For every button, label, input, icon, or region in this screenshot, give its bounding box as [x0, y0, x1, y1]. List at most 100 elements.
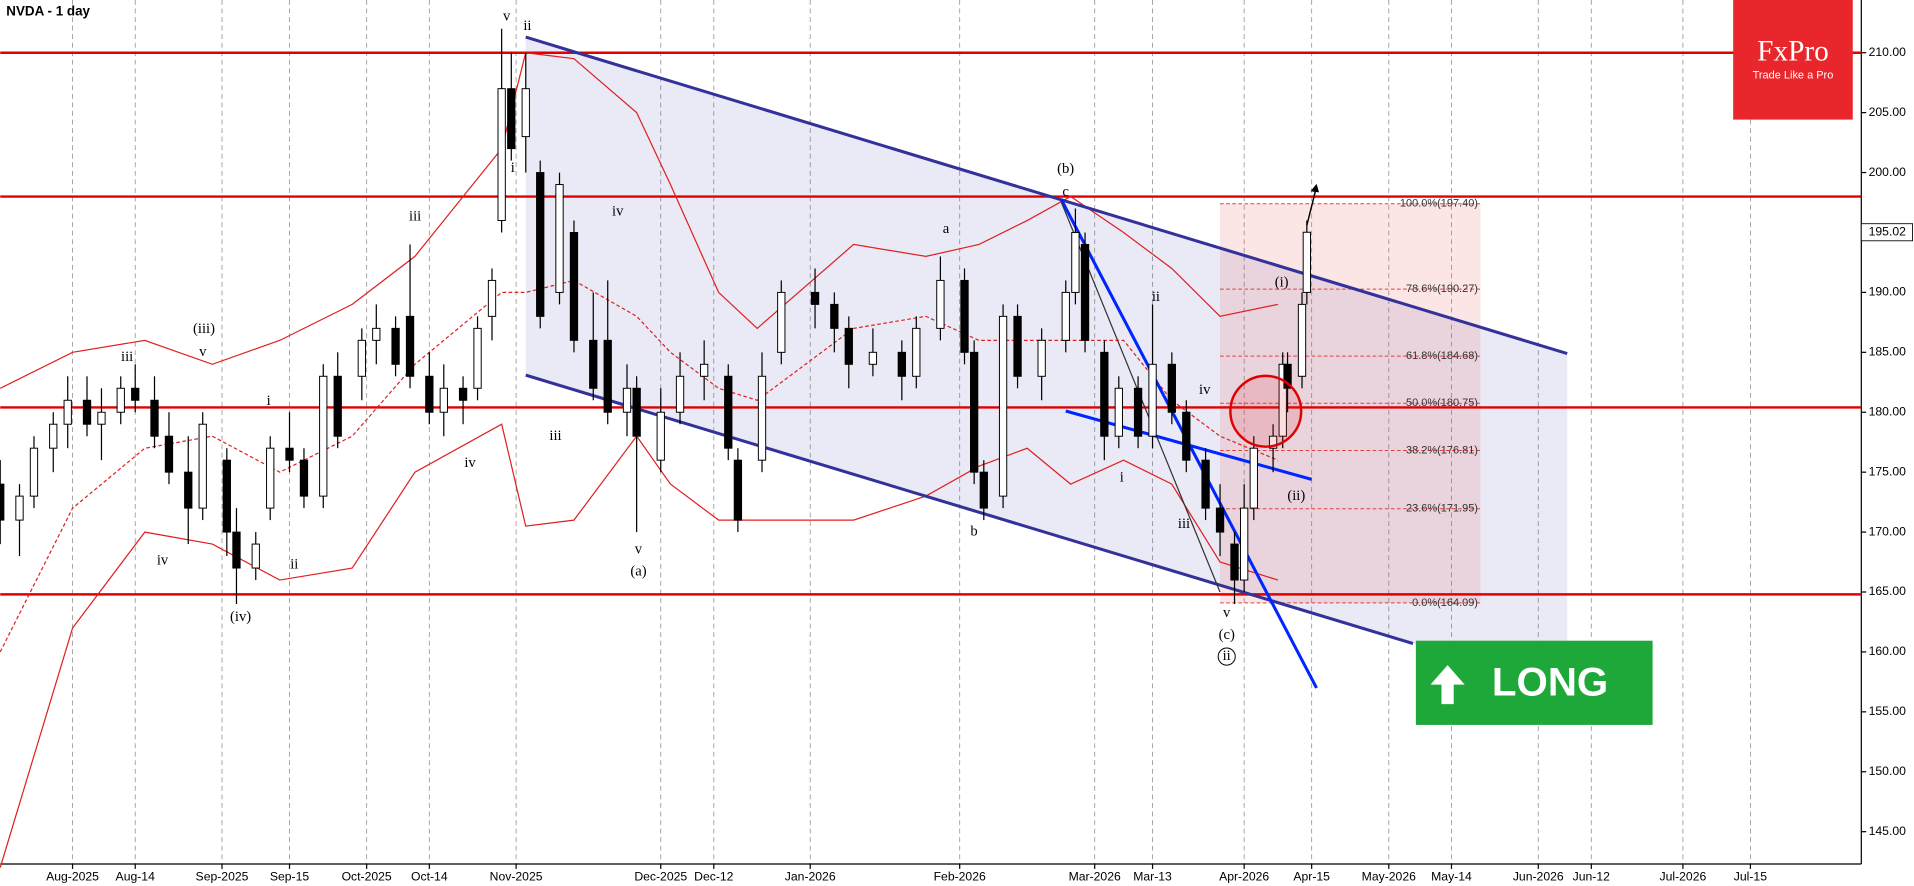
last-price-label: 195.02	[1869, 224, 1906, 238]
candle-body	[897, 351, 906, 377]
x-tick-label: Mar-2026	[1069, 870, 1121, 884]
candle-body	[970, 351, 979, 473]
candle-body	[960, 279, 969, 353]
candle-body	[555, 184, 564, 293]
fib-label: 100.0%(197.40)	[1400, 198, 1478, 210]
candle-body	[131, 387, 140, 401]
x-tick-label: Mar-13	[1133, 870, 1172, 884]
wave-label: i	[1120, 470, 1124, 486]
x-tick-label: May-2026	[1362, 870, 1416, 884]
candle-body	[521, 88, 530, 138]
candle-body	[844, 327, 853, 365]
candle-body	[232, 531, 241, 569]
brand-name: FxPro	[1757, 35, 1829, 67]
candle-body	[1283, 363, 1292, 389]
y-tick-label: 200.00	[1869, 165, 1906, 179]
candle-body	[700, 363, 709, 377]
fib-label: 0.0%(164.09)	[1412, 597, 1478, 609]
candle-body	[63, 399, 72, 425]
candle-body	[603, 339, 612, 413]
candle-body	[1201, 459, 1210, 509]
candle-body	[724, 375, 733, 449]
candle-body	[164, 435, 174, 473]
x-tick-label: Dec-12	[694, 870, 734, 884]
candle-body	[1215, 507, 1225, 533]
wave-label: (ii)	[1287, 488, 1305, 504]
candle-body	[622, 387, 632, 413]
candle-body	[1182, 411, 1191, 461]
candle-body	[439, 387, 448, 413]
wave-label: ii	[1152, 289, 1160, 305]
wave-label: iv	[1199, 382, 1211, 398]
candle-body	[372, 327, 381, 341]
candle-body	[266, 447, 275, 509]
candle-body	[1167, 363, 1176, 413]
wave-label: v	[503, 8, 511, 24]
candle-body	[222, 459, 231, 533]
x-tick-label: Jul-15	[1734, 870, 1767, 884]
candle-body	[1249, 447, 1258, 509]
y-tick-label: 155.00	[1869, 704, 1906, 718]
wave-label: iv	[464, 455, 476, 471]
x-tick-label: Feb-2026	[934, 870, 986, 884]
wave-label: (c)	[1219, 627, 1235, 643]
signal-text: LONG	[1492, 659, 1608, 704]
target-arrow	[1306, 191, 1317, 226]
wave-label: ii	[290, 556, 298, 572]
wave-label: ii	[1223, 648, 1231, 664]
y-tick-label: 145.00	[1869, 824, 1906, 838]
x-tick-label: Oct-14	[411, 870, 448, 884]
candle-body	[810, 291, 820, 305]
candle-body	[569, 231, 579, 341]
fib-label: 50.0%(180.75)	[1406, 397, 1478, 409]
candle-body	[473, 327, 482, 389]
y-tick-label: 175.00	[1869, 464, 1906, 478]
candle-body	[1302, 231, 1311, 293]
wave-label: a	[943, 221, 950, 237]
x-tick-label: Sep-15	[270, 870, 310, 884]
logo	[1733, 0, 1853, 120]
fib-label: 38.2%(176.81)	[1406, 444, 1478, 456]
candle-body	[357, 339, 366, 377]
y-tick-label: 185.00	[1869, 345, 1906, 359]
candle-body	[391, 327, 400, 365]
wave-label: iv	[157, 553, 169, 569]
x-tick-label: Oct-2025	[342, 870, 392, 884]
y-tick-label: 150.00	[1869, 764, 1906, 778]
candle-body	[458, 387, 468, 401]
y-tick-label: 165.00	[1869, 584, 1906, 598]
wave-label: iii	[1178, 516, 1190, 532]
candle-body	[198, 423, 207, 509]
candle-body	[150, 399, 159, 437]
x-tick-label: Jun-2026	[1513, 870, 1564, 884]
wave-label: i	[511, 160, 515, 176]
wave-label: iii	[549, 428, 561, 444]
x-tick-label: Nov-2025	[490, 870, 543, 884]
candle-body	[1148, 363, 1157, 437]
x-tick-label: Aug-14	[116, 870, 156, 884]
wave-label: v	[1223, 605, 1231, 621]
candle-body	[184, 471, 193, 509]
candle-body	[29, 447, 39, 497]
x-tick-label: Apr-15	[1293, 870, 1330, 884]
candle-body	[1080, 243, 1090, 341]
candle-body	[1230, 543, 1239, 581]
wave-label: (b)	[1057, 161, 1074, 177]
brand-slogan: Trade Like a Pro	[1753, 70, 1834, 82]
candle-body	[936, 279, 945, 329]
y-tick-label: 205.00	[1869, 105, 1906, 119]
y-tick-label: 170.00	[1869, 524, 1906, 538]
candle-body	[425, 375, 434, 413]
x-tick-label: Apr-2026	[1219, 870, 1269, 884]
signal-arrow	[1430, 665, 1465, 705]
candle-body	[319, 375, 328, 497]
candle-body	[998, 315, 1008, 497]
candle-body	[830, 303, 839, 329]
candle-body	[0, 483, 5, 521]
candle-body	[299, 459, 309, 497]
candle-body	[1133, 387, 1143, 437]
candle-body	[487, 279, 497, 317]
candle-body	[1114, 387, 1123, 437]
